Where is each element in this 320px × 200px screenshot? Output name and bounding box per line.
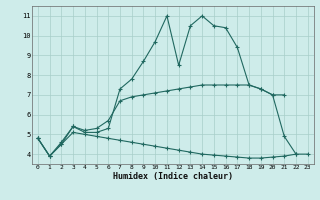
X-axis label: Humidex (Indice chaleur): Humidex (Indice chaleur) (113, 172, 233, 181)
